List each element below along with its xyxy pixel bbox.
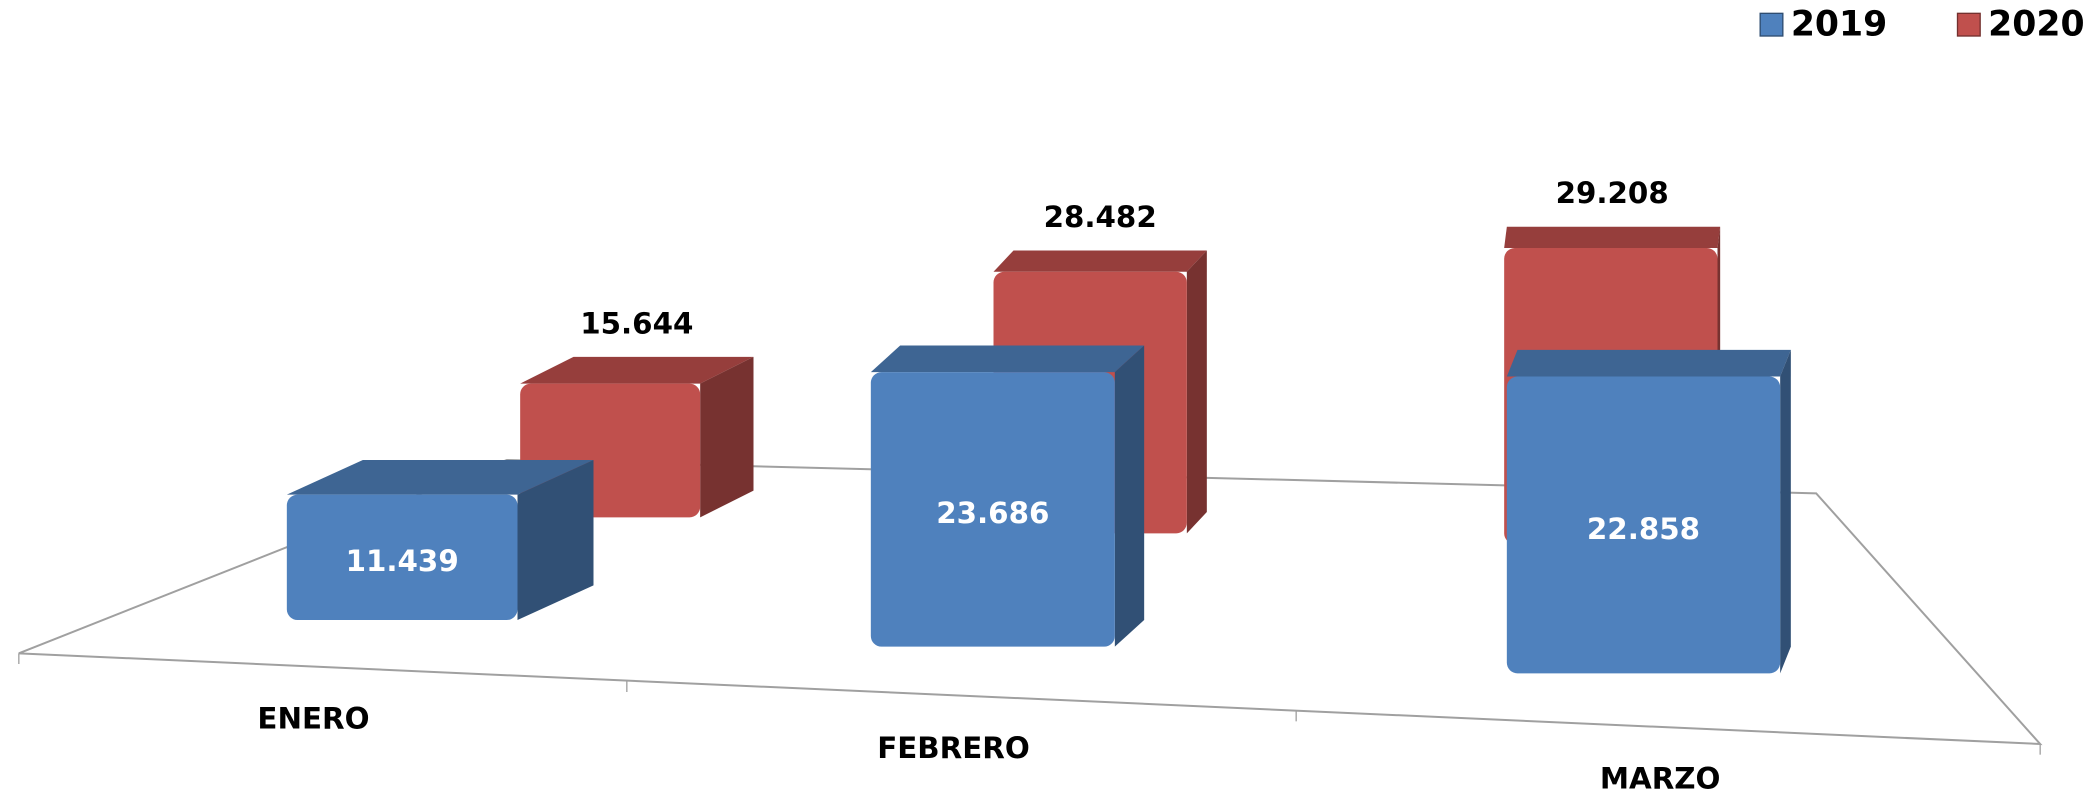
bar-side bbox=[1114, 345, 1145, 647]
bar bbox=[870, 372, 1115, 647]
bar-top bbox=[870, 345, 1145, 373]
bar bbox=[1506, 376, 1781, 674]
x-tick-label: ENERO bbox=[257, 702, 369, 736]
legend-swatch bbox=[1956, 12, 1981, 37]
data-label: 23.686 bbox=[936, 496, 1049, 530]
bar-3d bbox=[1506, 349, 1791, 674]
bar-top bbox=[993, 250, 1207, 272]
bar-side bbox=[517, 460, 594, 620]
bar-side bbox=[1186, 250, 1207, 534]
x-tick-label: FEBRERO bbox=[877, 731, 1030, 765]
legend-label: 2019 bbox=[1791, 4, 1887, 44]
bar-side bbox=[1780, 349, 1791, 674]
bar-top bbox=[520, 356, 754, 384]
bar-3d bbox=[870, 345, 1145, 647]
bar-side bbox=[700, 356, 754, 518]
data-label: 11.439 bbox=[346, 544, 459, 578]
data-label: 22.858 bbox=[1587, 512, 1700, 546]
legend-label: 2020 bbox=[1988, 4, 2084, 44]
data-label: 15.644 bbox=[580, 306, 693, 340]
bar bbox=[286, 494, 518, 620]
data-label: 28.482 bbox=[1044, 200, 1157, 234]
bar-top bbox=[286, 460, 594, 495]
bar-top bbox=[1506, 349, 1791, 377]
data-label: 29.208 bbox=[1556, 176, 1669, 210]
bar-top bbox=[1504, 226, 1721, 249]
x-tick-label: MARZO bbox=[1600, 762, 1721, 796]
bar-3d bbox=[286, 460, 594, 620]
legend-swatch bbox=[1759, 12, 1784, 37]
